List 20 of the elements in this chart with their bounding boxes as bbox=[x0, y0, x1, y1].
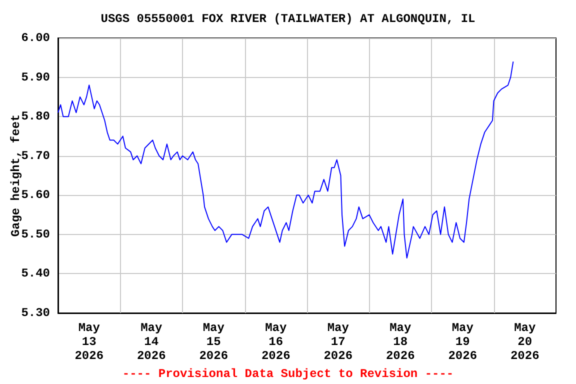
x-tick-label: May 16 2026 bbox=[261, 321, 290, 363]
x-tick-label: May 20 2026 bbox=[510, 321, 540, 363]
x-tick-label: May 13 2026 bbox=[74, 321, 104, 363]
y-tick-label: 5.90 bbox=[21, 70, 50, 84]
x-tick-label: May 14 2026 bbox=[136, 321, 166, 363]
line-series bbox=[58, 61, 514, 258]
x-tick-label: May 18 2026 bbox=[386, 321, 415, 363]
y-tick-label: 6.00 bbox=[21, 31, 50, 45]
y-tick-label: 5.80 bbox=[21, 110, 50, 124]
y-axis-title: Gage height, feet bbox=[9, 114, 23, 237]
x-tick-label: May 17 2026 bbox=[324, 321, 353, 363]
x-tick-label: May 19 2026 bbox=[448, 321, 478, 363]
y-tick-label: 5.40 bbox=[21, 266, 50, 281]
x-tick-label: May 15 2026 bbox=[199, 321, 228, 363]
text: ---- Provisional Data Subject to Revision ---- bbox=[122, 367, 454, 381]
y-tick-label: 5.60 bbox=[21, 188, 50, 202]
y-tick-label: 5.30 bbox=[21, 306, 50, 320]
chart-title: USGS 05550001 FOX RIVER (TAILWATER) AT ALGONQUIN, IL bbox=[100, 12, 476, 26]
y-tick-label: 5.50 bbox=[21, 227, 50, 242]
y-tick-label: 5.70 bbox=[21, 148, 50, 163]
